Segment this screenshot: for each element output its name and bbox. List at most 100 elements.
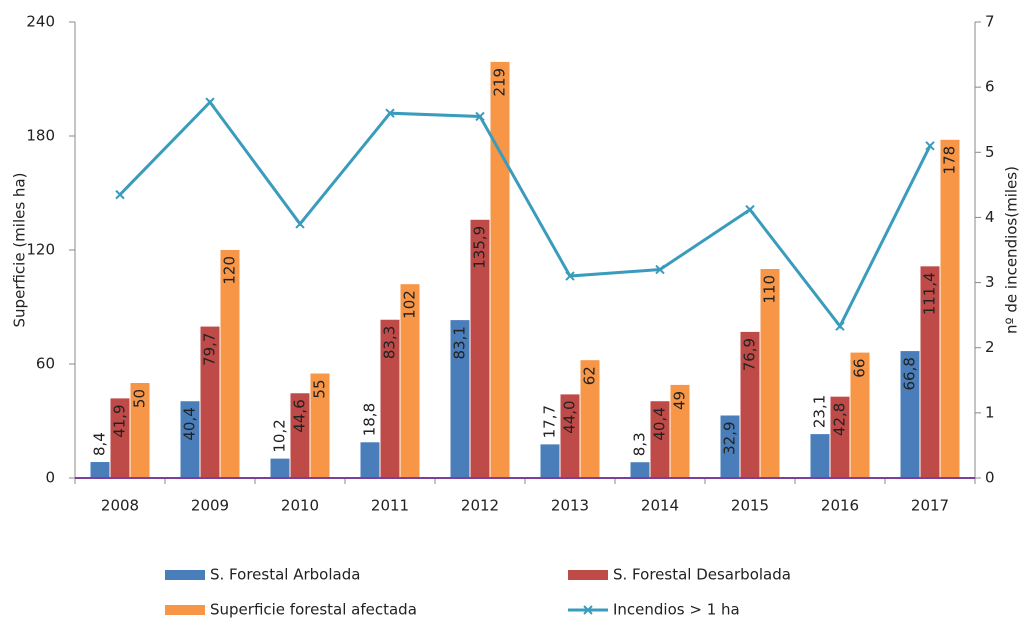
bar — [940, 139, 960, 479]
data-label: 219 — [491, 68, 509, 97]
legend-marker — [583, 605, 593, 615]
y2-tick-label: 3 — [985, 273, 995, 291]
data-label: 44,0 — [561, 400, 579, 433]
data-label: 120 — [221, 256, 239, 285]
legend-label: S. Forestal Arbolada — [210, 566, 360, 584]
bar — [650, 401, 670, 478]
legend-label: Incendios > 1 ha — [613, 601, 740, 619]
marker — [655, 264, 665, 275]
data-label: 79,7 — [201, 333, 219, 366]
bar — [810, 434, 830, 478]
data-label: 32,9 — [721, 421, 739, 454]
y-tick-label: 180 — [26, 127, 55, 145]
x-tick-label: 2016 — [821, 497, 859, 515]
bar — [580, 360, 600, 478]
data-label: 18,8 — [361, 403, 379, 436]
x-tick-label: 2013 — [551, 497, 589, 515]
legend-swatch — [568, 570, 608, 580]
y2-tick-label: 0 — [985, 469, 995, 487]
data-label: 102 — [401, 290, 419, 319]
marker — [835, 321, 845, 331]
data-label: 8,3 — [631, 432, 649, 456]
bar — [490, 61, 510, 479]
y-tick-label: 60 — [36, 355, 55, 373]
bar — [830, 396, 850, 478]
bar — [400, 284, 420, 478]
data-label: 83,3 — [381, 326, 399, 359]
line — [118, 99, 932, 330]
bar — [920, 266, 940, 478]
y2-tick-label: 6 — [985, 78, 995, 96]
marker — [115, 189, 125, 200]
bar — [200, 326, 220, 478]
data-label: 23,1 — [811, 395, 829, 428]
data-label: 83,1 — [451, 326, 469, 359]
bar — [760, 269, 780, 478]
bar — [380, 319, 400, 478]
x-tick-label: 2015 — [731, 497, 769, 515]
bar — [90, 462, 110, 478]
bar — [540, 444, 560, 478]
data-label: 135,9 — [471, 226, 489, 269]
bar — [560, 394, 580, 478]
bar — [720, 415, 740, 478]
y2-tick-label: 5 — [985, 143, 995, 161]
marker — [475, 111, 485, 122]
x-tick-label: 2009 — [191, 497, 229, 515]
y-tick-label: 240 — [26, 13, 55, 31]
data-label: 40,4 — [181, 407, 199, 440]
data-label: 66,8 — [901, 357, 919, 390]
data-label: 8,4 — [91, 432, 109, 456]
data-label: 110 — [761, 275, 779, 304]
legend-label: S. Forestal Desarbolada — [613, 566, 791, 584]
bar — [670, 384, 690, 478]
y2-tick-label: 2 — [985, 338, 995, 356]
marker — [205, 97, 215, 107]
bar — [270, 458, 290, 478]
x-tick-label: 2017 — [911, 497, 949, 515]
bar — [220, 250, 240, 478]
x-tick-label: 2014 — [641, 497, 679, 515]
bar — [180, 401, 200, 478]
bar — [360, 442, 380, 478]
data-label: 10,2 — [271, 419, 289, 452]
y2-axis-label: nº de incendios(miles) — [1003, 166, 1021, 334]
bar — [110, 398, 130, 478]
bar — [740, 331, 760, 478]
data-label: 40,4 — [651, 407, 669, 440]
bar — [130, 383, 150, 478]
y2-tick-label: 7 — [985, 13, 995, 31]
data-label: 50 — [131, 389, 149, 408]
bar — [470, 219, 490, 479]
bar — [310, 373, 330, 478]
legend-label: Superficie forestal afectada — [210, 601, 417, 619]
x-tick-label: 2010 — [281, 497, 319, 515]
bar — [850, 352, 870, 478]
data-label: 55 — [311, 380, 329, 399]
data-label: 178 — [941, 146, 959, 175]
bar — [900, 351, 920, 478]
data-label: 66 — [851, 359, 869, 378]
legend-swatch — [165, 605, 205, 615]
marker — [925, 141, 935, 151]
data-label: 41,9 — [111, 404, 129, 437]
data-label: 111,4 — [921, 272, 939, 315]
x-tick-label: 2008 — [101, 497, 139, 515]
y-tick-label: 0 — [45, 469, 55, 487]
x-tick-label: 2011 — [371, 497, 409, 515]
bar — [630, 462, 650, 478]
y-tick-label: 120 — [26, 241, 55, 259]
data-label: 44,6 — [291, 399, 309, 432]
data-label: 42,8 — [831, 403, 849, 436]
data-label: 49 — [671, 391, 689, 410]
y2-tick-label: 1 — [985, 403, 995, 421]
y2-tick-label: 4 — [985, 208, 995, 226]
marker — [385, 108, 395, 118]
y-axis-label: Superficie (miles ha) — [11, 173, 29, 328]
marker — [745, 204, 755, 215]
legend-swatch — [165, 570, 205, 580]
data-label: 62 — [581, 366, 599, 385]
data-label: 76,9 — [741, 338, 759, 371]
bar — [450, 320, 470, 478]
